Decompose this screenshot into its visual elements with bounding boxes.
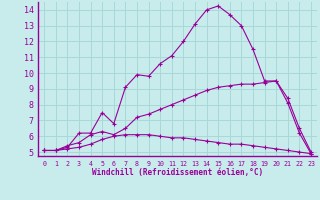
- X-axis label: Windchill (Refroidissement éolien,°C): Windchill (Refroidissement éolien,°C): [92, 168, 263, 177]
